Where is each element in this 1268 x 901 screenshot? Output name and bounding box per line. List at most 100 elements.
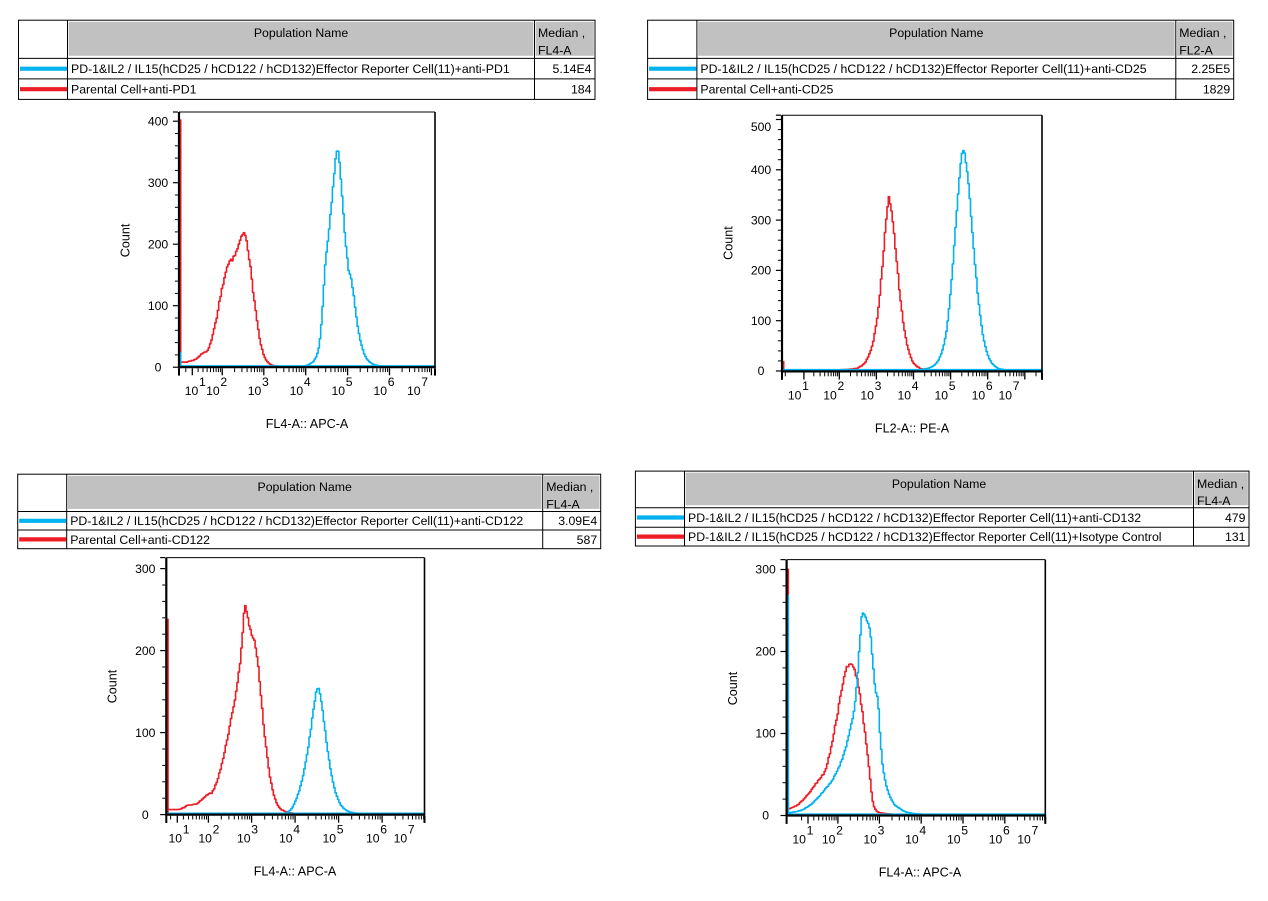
svg-text:Median ,: Median , [1197, 477, 1244, 491]
svg-text:10: 10 [788, 388, 802, 402]
svg-text:2: 2 [213, 822, 220, 836]
svg-text:300: 300 [148, 176, 169, 190]
svg-text:Count: Count [106, 669, 120, 703]
svg-text:10: 10 [248, 384, 262, 398]
svg-text:PD-1&IL2 / IL15(hCD25 / hCD122: PD-1&IL2 / IL15(hCD25 / hCD122 / hCD132)… [688, 530, 1162, 544]
svg-text:10: 10 [366, 832, 380, 846]
svg-text:10: 10 [823, 388, 837, 402]
svg-text:7: 7 [408, 822, 415, 836]
svg-text:10: 10 [198, 832, 212, 846]
svg-text:FL2-A: FL2-A [1179, 43, 1213, 57]
svg-text:Count: Count [118, 223, 132, 257]
svg-text:5: 5 [346, 375, 353, 389]
svg-text:2.25E5: 2.25E5 [1191, 62, 1230, 76]
svg-text:3: 3 [262, 375, 269, 389]
svg-text:2: 2 [836, 823, 843, 837]
svg-text:1: 1 [807, 823, 814, 837]
svg-text:200: 200 [148, 237, 169, 251]
svg-text:7: 7 [421, 375, 428, 389]
svg-text:10: 10 [169, 832, 183, 846]
svg-text:10: 10 [394, 832, 408, 846]
svg-text:Median ,: Median , [1179, 26, 1226, 40]
svg-text:Population Name: Population Name [889, 26, 983, 40]
svg-text:1: 1 [802, 379, 809, 393]
svg-text:10: 10 [972, 388, 986, 402]
svg-text:FL4-A: FL4-A [1197, 494, 1231, 508]
svg-text:6: 6 [1003, 823, 1010, 837]
svg-text:184: 184 [571, 83, 592, 97]
svg-text:4: 4 [919, 823, 926, 837]
svg-text:FL4-A:: APC-A: FL4-A:: APC-A [879, 866, 962, 880]
svg-text:300: 300 [135, 562, 156, 576]
svg-text:10: 10 [206, 384, 220, 398]
svg-text:4: 4 [293, 822, 300, 836]
svg-text:FL4-A: FL4-A [546, 497, 580, 511]
svg-text:Median ,: Median , [538, 26, 585, 40]
svg-text:Population Name: Population Name [892, 477, 986, 491]
svg-text:Count: Count [726, 671, 740, 705]
svg-text:400: 400 [751, 163, 772, 177]
svg-text:FL4-A:: APC-A: FL4-A:: APC-A [266, 417, 349, 431]
svg-text:5: 5 [949, 379, 956, 393]
svg-text:5.14E4: 5.14E4 [553, 62, 592, 76]
svg-text:5: 5 [337, 822, 344, 836]
svg-text:1: 1 [199, 375, 206, 389]
svg-text:0: 0 [762, 809, 769, 823]
svg-text:10: 10 [407, 384, 421, 398]
svg-text:400: 400 [148, 114, 169, 128]
svg-text:4: 4 [304, 375, 311, 389]
svg-text:10: 10 [897, 388, 911, 402]
svg-text:1: 1 [183, 822, 190, 836]
svg-text:PD-1&IL2 / IL15(hCD25 / hCD122: PD-1&IL2 / IL15(hCD25 / hCD122 / hCD132)… [71, 62, 510, 76]
svg-text:0: 0 [142, 808, 149, 822]
svg-text:10: 10 [989, 833, 1003, 847]
svg-text:4: 4 [912, 379, 919, 393]
svg-text:479: 479 [1225, 511, 1246, 525]
svg-text:Population Name: Population Name [254, 26, 348, 40]
svg-text:300: 300 [751, 213, 772, 227]
svg-text:10: 10 [905, 833, 919, 847]
svg-text:10: 10 [279, 832, 293, 846]
svg-text:10: 10 [323, 832, 337, 846]
svg-text:Population Name: Population Name [258, 480, 352, 494]
svg-text:7: 7 [1013, 379, 1020, 393]
svg-text:100: 100 [135, 726, 156, 740]
svg-text:0: 0 [758, 364, 765, 378]
svg-text:200: 200 [751, 264, 772, 278]
svg-text:Median ,: Median , [546, 480, 593, 494]
svg-text:200: 200 [755, 645, 776, 659]
svg-text:10: 10 [998, 388, 1012, 402]
svg-text:2: 2 [838, 379, 845, 393]
svg-text:100: 100 [751, 314, 772, 328]
svg-text:5: 5 [961, 823, 968, 837]
svg-text:Parental Cell+anti-CD25: Parental Cell+anti-CD25 [700, 83, 833, 97]
svg-text:Parental Cell+anti-PD1: Parental Cell+anti-PD1 [71, 83, 197, 97]
svg-text:PD-1&IL2 / IL15(hCD25 / hCD122: PD-1&IL2 / IL15(hCD25 / hCD122 / hCD132)… [70, 514, 523, 528]
svg-text:Parental Cell+anti-CD122: Parental Cell+anti-CD122 [70, 533, 210, 547]
svg-text:10: 10 [935, 388, 949, 402]
svg-text:10: 10 [185, 384, 199, 398]
svg-text:3.09E4: 3.09E4 [558, 514, 597, 528]
svg-text:Count: Count [721, 226, 735, 260]
svg-text:3: 3 [878, 823, 885, 837]
svg-text:10: 10 [792, 833, 806, 847]
svg-text:10: 10 [1017, 833, 1031, 847]
svg-text:200: 200 [135, 644, 156, 658]
svg-text:3: 3 [251, 822, 258, 836]
svg-text:10: 10 [332, 384, 346, 398]
svg-text:10: 10 [237, 832, 251, 846]
svg-text:FL4-A: FL4-A [538, 43, 572, 57]
svg-text:10: 10 [822, 833, 836, 847]
svg-text:10: 10 [290, 384, 304, 398]
svg-text:PD-1&IL2 / IL15(hCD25 / hCD122: PD-1&IL2 / IL15(hCD25 / hCD122 / hCD132)… [700, 62, 1146, 76]
svg-text:1829: 1829 [1203, 83, 1231, 97]
svg-text:100: 100 [755, 727, 776, 741]
svg-text:10: 10 [373, 384, 387, 398]
svg-text:300: 300 [755, 563, 776, 577]
svg-text:100: 100 [148, 299, 169, 313]
svg-text:587: 587 [577, 533, 598, 547]
svg-text:PD-1&IL2 / IL15(hCD25 / hCD122: PD-1&IL2 / IL15(hCD25 / hCD122 / hCD132)… [688, 511, 1141, 525]
svg-text:10: 10 [947, 833, 961, 847]
svg-text:6: 6 [380, 822, 387, 836]
svg-text:6: 6 [986, 379, 993, 393]
